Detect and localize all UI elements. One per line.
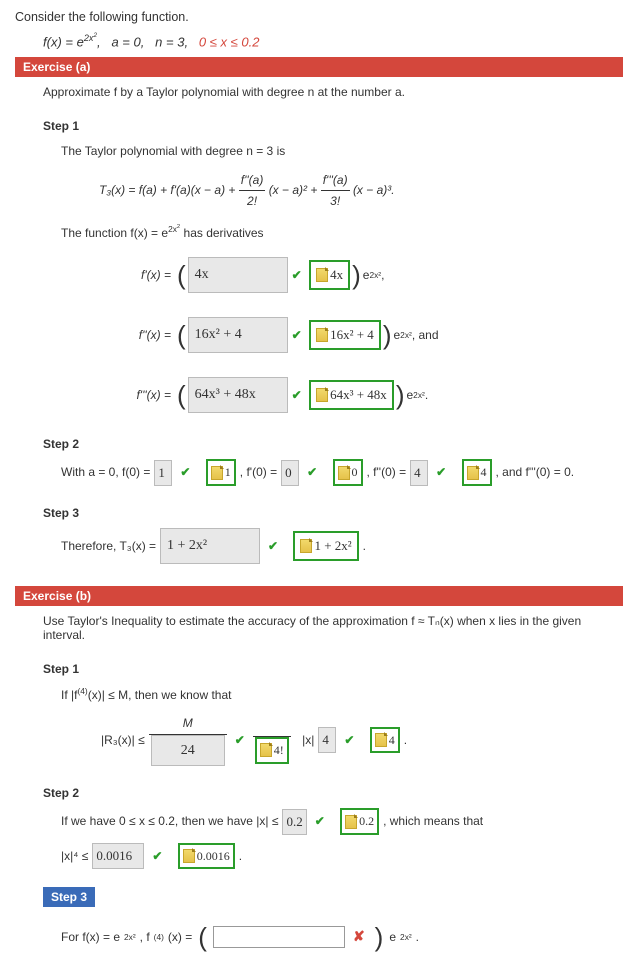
fpp0-sol: 4 xyxy=(462,459,492,485)
step3b-line: For f(x) = e2x², f(4)(x) = ( ✘ )e2x². xyxy=(61,915,623,959)
exercise-a-prompt: Approximate f by a Taylor polynomial wit… xyxy=(43,85,623,99)
check-icon: ✔ xyxy=(292,385,302,405)
step3a-result: Therefore, T₃(x) = 1 + 2x² ✔ 1 + 2x². xyxy=(61,528,623,564)
denom-sol: 4! xyxy=(255,737,289,763)
exp-input[interactable]: 4 xyxy=(318,727,336,753)
x-icon: ✘ xyxy=(353,925,365,949)
step1b-inequality: |R₃(x)| ≤ M 24 ✔ 4! |x|4 ✔ 4 . xyxy=(101,713,623,766)
t3-input[interactable]: 1 + 2x² xyxy=(160,528,260,564)
step2b-line2: |x|⁴ ≤ 0.0016 ✔ 0.0016 . xyxy=(61,843,623,869)
exercise-a-header: Exercise (a) xyxy=(15,57,623,77)
deriv-2-input[interactable]: 16x² + 4 xyxy=(188,317,288,353)
check-icon: ✔ xyxy=(436,462,446,482)
check-icon: ✔ xyxy=(344,730,354,750)
deriv-3-solution: 64x³ + 48x xyxy=(309,380,394,410)
fp0-input[interactable]: 0 xyxy=(281,460,299,486)
exercise-b-header: Exercise (b) xyxy=(15,586,623,606)
deriv-1-solution: 4x xyxy=(309,260,350,290)
step1b-title: Step 1 xyxy=(43,662,623,676)
function-definition: f(x) = e2x2, a = 0, n = 3, 0 ≤ x ≤ 0.2 xyxy=(43,32,623,49)
x4-input[interactable]: 0.0016 xyxy=(92,843,144,869)
check-icon: ✔ xyxy=(307,462,317,482)
fpp0-input[interactable]: 4 xyxy=(410,460,428,486)
f0-input[interactable]: 1 xyxy=(154,460,172,486)
step3b-title: Step 3 xyxy=(43,887,95,907)
fp0-sol: 0 xyxy=(333,459,363,485)
step1a-line2: The function f(x) = e2x2 has derivatives xyxy=(61,222,623,243)
deriv-1-input[interactable]: 4x xyxy=(188,257,288,293)
check-icon: ✔ xyxy=(152,846,162,866)
step2b-title: Step 2 xyxy=(43,786,623,800)
f0-sol: 1 xyxy=(206,459,236,485)
exercise-b-prompt: Use Taylor's Inequality to estimate the … xyxy=(43,614,623,642)
deriv-3-row: f'''(x) = ( 64x³ + 48x ✔ 64x³ + 48x ) e2… xyxy=(99,373,623,417)
deriv-1-row: f'(x) = ( 4x ✔ 4x ) e2x², xyxy=(99,253,623,297)
xbound-input[interactable]: 0.2 xyxy=(282,809,306,835)
deriv-3-input[interactable]: 64x³ + 48x xyxy=(188,377,288,413)
step1a-title: Step 1 xyxy=(43,119,623,133)
check-icon: ✔ xyxy=(235,730,245,750)
step2b-line1: If we have 0 ≤ x ≤ 0.2, then we have |x|… xyxy=(61,808,623,834)
f4-input[interactable] xyxy=(213,926,345,948)
x4-sol: 0.0016 xyxy=(178,843,235,869)
check-icon: ✔ xyxy=(292,265,302,285)
deriv-2-row: f''(x) = ( 16x² + 4 ✔ 16x² + 4 ) e2x², a… xyxy=(99,313,623,357)
step1b-line1: If |f(4)(x)| ≤ M, then we know that xyxy=(61,684,623,705)
xbound-sol: 0.2 xyxy=(340,808,379,834)
taylor-formula: T₃(x) = f(a) + f'(a)(x − a) + f''(a)2! (… xyxy=(99,170,623,212)
deriv-2-solution: 16x² + 4 xyxy=(309,320,381,350)
intro-text: Consider the following function. xyxy=(15,10,623,24)
check-icon: ✔ xyxy=(292,325,302,345)
denom-input[interactable]: 24 xyxy=(151,735,225,767)
exp-sol: 4 xyxy=(370,727,400,753)
step2a-values: With a = 0, f(0) = 1 ✔ 1 , f'(0) = 0 ✔ 0… xyxy=(61,459,623,485)
check-icon: ✔ xyxy=(315,811,325,831)
check-icon: ✔ xyxy=(180,462,190,482)
t3-sol: 1 + 2x² xyxy=(293,531,358,561)
check-icon: ✔ xyxy=(268,536,278,556)
step3a-title: Step 3 xyxy=(43,506,623,520)
step1a-line1: The Taylor polynomial with degree n = 3 … xyxy=(61,141,623,161)
step2a-title: Step 2 xyxy=(43,437,623,451)
